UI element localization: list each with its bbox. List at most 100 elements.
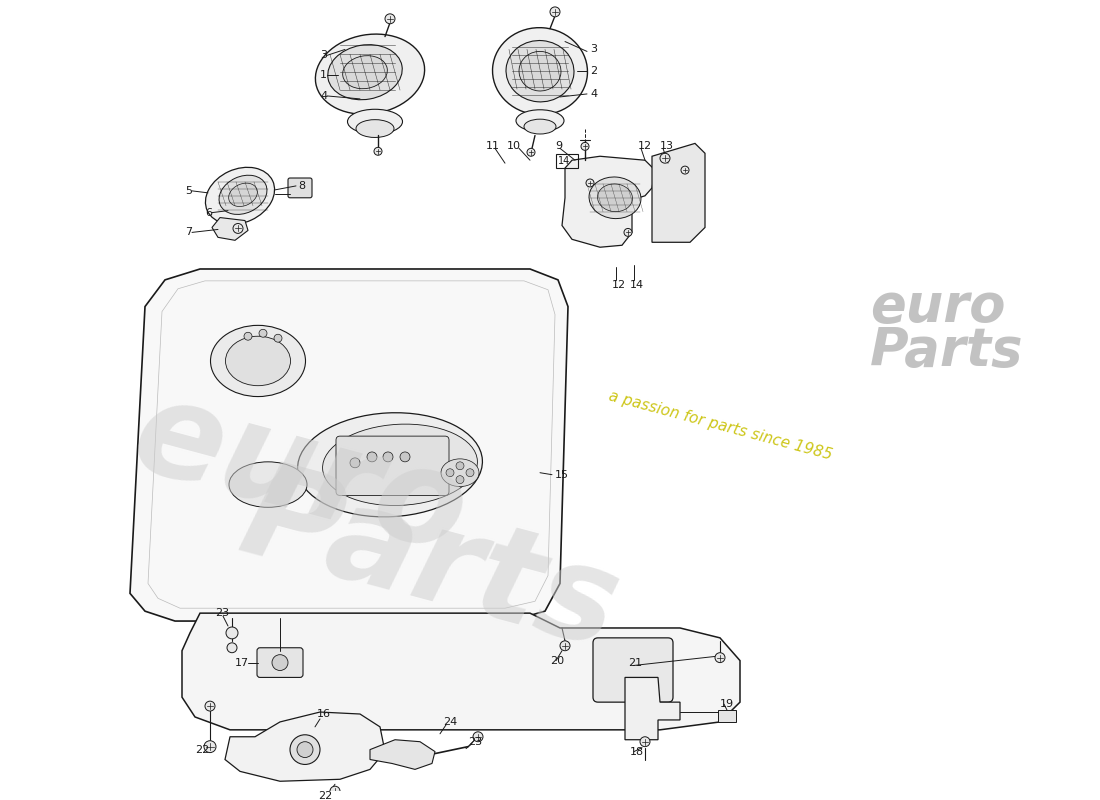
Text: 3: 3: [590, 45, 597, 54]
Text: 17: 17: [235, 658, 249, 667]
Polygon shape: [130, 269, 568, 621]
FancyBboxPatch shape: [336, 436, 449, 495]
Circle shape: [297, 742, 313, 758]
Circle shape: [581, 142, 589, 150]
Circle shape: [374, 147, 382, 155]
Text: 13: 13: [660, 142, 674, 151]
Ellipse shape: [506, 41, 574, 102]
Circle shape: [400, 452, 410, 462]
Text: 10: 10: [507, 142, 521, 151]
Text: a passion for parts since 1985: a passion for parts since 1985: [606, 388, 834, 462]
Ellipse shape: [322, 424, 477, 506]
Ellipse shape: [229, 183, 257, 206]
Text: 5: 5: [185, 186, 192, 196]
Text: 2: 2: [590, 66, 597, 76]
Ellipse shape: [298, 413, 483, 517]
Circle shape: [367, 452, 377, 462]
Circle shape: [550, 7, 560, 17]
Circle shape: [586, 179, 594, 187]
Ellipse shape: [343, 56, 387, 89]
Ellipse shape: [229, 462, 307, 507]
FancyBboxPatch shape: [257, 648, 303, 678]
Circle shape: [456, 476, 464, 483]
Circle shape: [330, 786, 340, 796]
Ellipse shape: [588, 177, 641, 218]
Text: 21: 21: [628, 658, 642, 667]
Text: 19: 19: [720, 699, 734, 709]
Circle shape: [385, 14, 395, 24]
Text: 8: 8: [298, 181, 305, 191]
Ellipse shape: [493, 28, 587, 114]
Ellipse shape: [524, 119, 556, 134]
Ellipse shape: [206, 167, 275, 224]
Circle shape: [274, 334, 282, 342]
Circle shape: [258, 330, 267, 338]
Text: 7: 7: [185, 227, 192, 238]
Text: 23: 23: [214, 608, 229, 618]
Text: 1: 1: [320, 70, 327, 80]
Text: Parts: Parts: [870, 325, 1023, 377]
Circle shape: [715, 653, 725, 662]
Polygon shape: [370, 740, 434, 770]
Circle shape: [527, 148, 535, 156]
Ellipse shape: [226, 336, 290, 386]
Text: 24: 24: [443, 717, 458, 727]
Ellipse shape: [210, 326, 306, 397]
FancyBboxPatch shape: [718, 710, 736, 722]
Text: euro: euro: [120, 370, 481, 580]
Circle shape: [227, 643, 236, 653]
Ellipse shape: [316, 34, 425, 114]
FancyBboxPatch shape: [593, 638, 673, 702]
Text: 11: 11: [486, 142, 500, 151]
Circle shape: [233, 223, 243, 234]
Circle shape: [244, 332, 252, 340]
Ellipse shape: [441, 459, 478, 486]
Ellipse shape: [328, 45, 403, 100]
Circle shape: [272, 654, 288, 670]
Circle shape: [624, 229, 632, 236]
Ellipse shape: [597, 184, 632, 212]
Circle shape: [660, 154, 670, 163]
Circle shape: [383, 452, 393, 462]
Text: euro: euro: [870, 281, 1005, 333]
Circle shape: [560, 641, 570, 650]
Ellipse shape: [516, 110, 564, 131]
Text: 16: 16: [317, 709, 331, 719]
Circle shape: [473, 732, 483, 742]
Text: 14: 14: [630, 280, 645, 290]
Ellipse shape: [348, 110, 403, 134]
Text: 15: 15: [556, 470, 569, 480]
Polygon shape: [182, 613, 740, 730]
Text: 22: 22: [318, 791, 332, 800]
Circle shape: [446, 469, 454, 477]
Polygon shape: [562, 156, 654, 247]
Text: 18: 18: [630, 746, 645, 757]
Text: Parts: Parts: [228, 453, 632, 674]
Polygon shape: [625, 678, 680, 740]
Text: 3: 3: [320, 50, 327, 60]
Ellipse shape: [519, 51, 561, 91]
Text: 23: 23: [468, 737, 482, 746]
Ellipse shape: [356, 120, 394, 138]
Text: 12: 12: [612, 280, 626, 290]
Text: 4: 4: [590, 89, 597, 99]
Text: 4: 4: [320, 91, 327, 101]
Text: 9: 9: [556, 142, 562, 151]
Text: 22: 22: [195, 745, 209, 754]
Text: 20: 20: [550, 656, 564, 666]
Circle shape: [640, 737, 650, 746]
Circle shape: [205, 701, 214, 711]
Text: 6: 6: [205, 208, 212, 218]
Circle shape: [681, 166, 689, 174]
Circle shape: [204, 741, 216, 753]
Text: 12: 12: [638, 142, 652, 151]
FancyBboxPatch shape: [288, 178, 312, 198]
Circle shape: [456, 462, 464, 470]
Circle shape: [226, 627, 238, 639]
Ellipse shape: [219, 175, 267, 214]
Polygon shape: [226, 712, 385, 782]
Text: 14: 14: [558, 156, 570, 166]
Circle shape: [350, 458, 360, 468]
Circle shape: [466, 469, 474, 477]
Circle shape: [290, 734, 320, 765]
